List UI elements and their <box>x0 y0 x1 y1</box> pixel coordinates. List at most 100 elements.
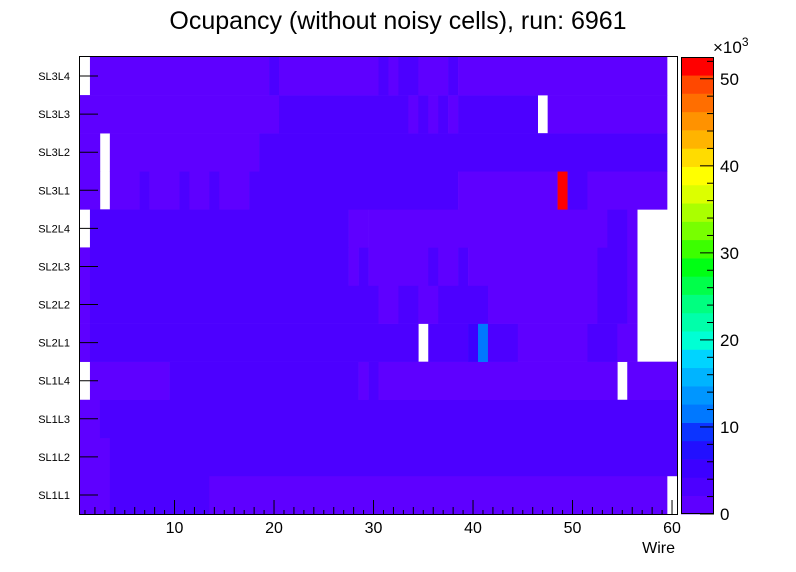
palette-swatch <box>681 367 714 387</box>
palette-swatch <box>681 258 714 277</box>
z-exponent-base: ×10 <box>713 38 742 57</box>
palette-swatch <box>681 166 714 186</box>
cell-sl2l1-6 <box>487 323 519 362</box>
cell-sl3l3-7 <box>458 95 538 134</box>
cell-sl2l4-2 <box>348 209 369 248</box>
cell-sl2l3-5 <box>428 247 439 286</box>
cell-sl3l4-9 <box>458 57 668 96</box>
y-tick-label: SL1L1 <box>38 490 70 502</box>
cell-sl2l3-10 <box>627 247 638 286</box>
cell-sl2l4-4 <box>607 209 628 248</box>
palette-swatch <box>681 221 714 241</box>
palette-swatch <box>681 331 714 350</box>
cell-sl3l1-3 <box>139 171 150 210</box>
cell-sl2l2-6 <box>487 285 598 324</box>
palette-swatch <box>681 312 714 332</box>
cell-sl1l2-1 <box>109 437 678 477</box>
z-tick-label: 50 <box>720 70 739 89</box>
palette-swatch <box>681 422 714 442</box>
cell-sl3l3-3 <box>418 95 429 134</box>
x-tick-label: 40 <box>464 520 482 537</box>
cell-sl2l2-1 <box>89 285 379 324</box>
cell-sl1l4-2 <box>169 361 359 401</box>
cell-sl3l4-3 <box>279 57 379 96</box>
cell-sl2l2-4 <box>418 285 439 324</box>
cell-sl3l1-12 <box>567 171 588 210</box>
y-tick-label: SL1L4 <box>38 376 70 388</box>
z-tick-label: 10 <box>720 418 739 437</box>
palette-swatch <box>681 459 714 478</box>
cell-sl3l1-8 <box>219 171 250 210</box>
x-tick-label: 60 <box>663 520 681 537</box>
cell-sl1l4-3 <box>358 361 369 401</box>
plot-frame <box>79 56 678 515</box>
x-axis-title: Wire <box>642 540 675 557</box>
cell-sl2l3-6 <box>438 247 459 286</box>
cell-sl2l1-4 <box>468 323 479 362</box>
cell-sl2l3-3 <box>358 247 369 286</box>
y-tick-label: SL2L2 <box>38 300 70 312</box>
cell-sl3l4-6 <box>398 57 419 96</box>
z-tick-label: 40 <box>720 157 739 176</box>
cell-sl3l3-5 <box>438 95 449 134</box>
y-axis: SL1L1 SL1L2 SL1L3 SL1L4 SL2L1 SL2L2 SL2L3 SL2L4… <box>38 71 98 502</box>
y-tick-label: SL2L4 <box>38 223 70 235</box>
cell-sl2l2-7 <box>597 285 628 324</box>
cell-sl2l2-3 <box>398 285 419 324</box>
color-scale <box>681 57 714 515</box>
palette-swatch <box>681 130 714 149</box>
z-exponent-power: 3 <box>742 35 749 49</box>
palette-swatch <box>681 93 714 113</box>
cell-sl2l1-3 <box>428 323 469 362</box>
cell-sl1l4-1 <box>89 361 170 401</box>
cell-sl2l1-9 <box>617 323 638 362</box>
cell-sl2l2-8 <box>627 285 638 324</box>
y-tick-label: SL3L1 <box>38 185 70 197</box>
x-tick-label: 10 <box>166 520 184 537</box>
cell-sl1l4-4 <box>368 361 379 401</box>
cell-sl3l1-4 <box>149 171 180 210</box>
y-tick-label: SL2L1 <box>38 338 70 350</box>
z-exponent-label: ×103 <box>713 35 749 57</box>
x-axis: 10 20 30 40 50 60 <box>84 500 681 537</box>
y-tick-label: SL1L2 <box>38 452 70 464</box>
cell-sl3l4-5 <box>388 57 399 96</box>
palette-swatch <box>681 386 714 405</box>
palette-swatch <box>681 495 714 515</box>
z-tick-label: 0 <box>720 505 729 524</box>
cell-sl2l1-1 <box>89 323 419 362</box>
cell-sl3l1-10 <box>458 171 558 210</box>
cell-sl3l3-0 <box>80 95 280 134</box>
x-tick-label: 20 <box>265 520 283 537</box>
cell-sl2l2-2 <box>378 285 399 324</box>
cell-sl1l4-5 <box>378 361 618 401</box>
cell-sl3l4-2 <box>269 57 280 96</box>
palette-swatch <box>681 148 714 167</box>
palette-swatch <box>681 440 714 460</box>
x-tick-label: 50 <box>564 520 582 537</box>
cell-sl3l1-7 <box>209 171 220 210</box>
palette-swatch <box>681 239 714 259</box>
cell-sl3l3-9 <box>547 95 668 134</box>
y-tick-label: SL1L3 <box>38 414 70 426</box>
cell-sl3l4-4 <box>378 57 389 96</box>
cell-sl2l4-3 <box>368 209 608 248</box>
z-axis: 0 10 20 30 40 50 <box>700 60 739 524</box>
z-tick-label: 20 <box>720 331 739 350</box>
cell-sl2l4-5 <box>627 209 638 248</box>
palette-swatch <box>681 349 714 369</box>
palette-swatch <box>681 404 714 423</box>
palette-swatch <box>681 111 714 131</box>
cell-sl3l1-6 <box>189 171 210 210</box>
x-tick-label: 30 <box>365 520 383 537</box>
cell-sl2l3-8 <box>468 247 598 286</box>
z-tick-label: 30 <box>720 244 739 263</box>
palette-swatch <box>681 276 714 295</box>
cell-sl2l3-7 <box>458 247 469 286</box>
palette-swatch <box>681 75 714 94</box>
cell-sl3l4-8 <box>448 57 459 96</box>
y-tick-label: SL3L4 <box>38 71 70 83</box>
cell-sl2l3-4 <box>368 247 429 286</box>
chart-title: Ocupancy (without noisy cells), run: 696… <box>169 7 626 35</box>
cell-sl3l2-3 <box>259 133 668 172</box>
